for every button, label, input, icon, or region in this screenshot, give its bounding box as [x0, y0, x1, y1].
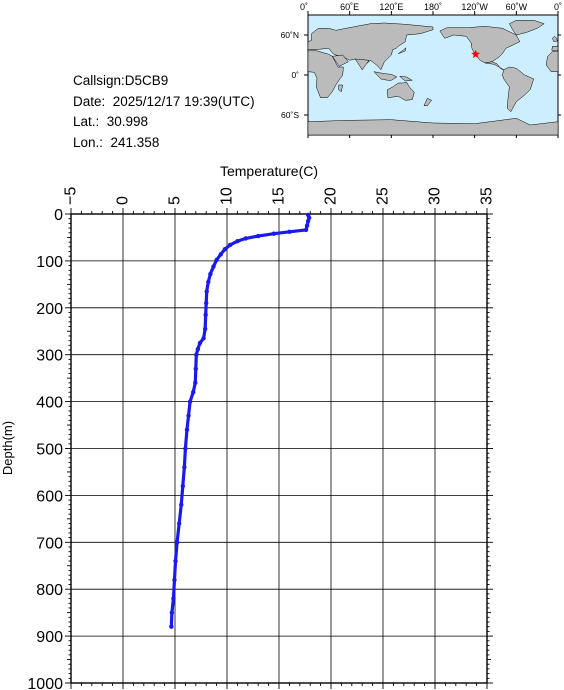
map-latitude-label: 60˚S — [281, 110, 299, 120]
profile-data-point — [172, 577, 177, 583]
arabia-land — [331, 54, 349, 67]
profile-data-point — [173, 558, 178, 564]
eurasia-land — [307, 22, 434, 71]
profile-data-point — [218, 252, 223, 257]
map-latitude-label: 0˚ — [291, 70, 299, 80]
longitude-text: Lon.: 241.358 — [73, 135, 160, 150]
map-latitude-label: 60˚N — [281, 30, 299, 40]
x-tick-label: 5 — [167, 196, 184, 205]
x-tick-label: 25 — [375, 187, 392, 205]
profile-data-point — [183, 446, 188, 451]
map-longitude-label: 180˚ — [424, 2, 442, 12]
profile-data-point — [256, 233, 261, 239]
profile-data-point — [243, 236, 248, 241]
australia-land — [386, 82, 415, 101]
profile-data-point — [169, 624, 174, 629]
y-tick-label: 700 — [36, 535, 63, 552]
callsign-text: Callsign:D5CB9 — [73, 73, 169, 88]
x-tick-label: −5 — [63, 187, 80, 205]
y-tick-label: 800 — [36, 582, 63, 599]
south-america-land — [502, 66, 535, 113]
temperature-profile-line — [169, 213, 311, 629]
profile-data-point — [176, 521, 182, 526]
profile-data-point — [197, 340, 203, 346]
map-longitude-label: 0˚ — [300, 2, 308, 12]
x-tick-label: 35 — [479, 187, 496, 205]
x-axis-label: Temperature(C) — [220, 163, 318, 179]
profile-data-point — [202, 326, 208, 332]
profile-data-point — [191, 390, 196, 395]
map-longitude-label: 60˚W — [506, 2, 528, 12]
location-marker-icon — [471, 49, 481, 59]
map-longitude-label: 120˚W — [461, 2, 488, 12]
profile-data-point — [287, 229, 292, 235]
north-america-land — [439, 26, 521, 64]
profile-data-point — [222, 246, 228, 252]
profile-data-point — [187, 399, 193, 404]
west-africa-land — [545, 50, 559, 72]
profile-data-point — [203, 312, 208, 318]
y-tick-label: 600 — [36, 488, 63, 505]
map-longitude-label: 0˚ — [554, 2, 562, 12]
profile-data-point — [303, 227, 309, 233]
profile-data-point — [305, 218, 311, 224]
x-tick-label: 15 — [271, 187, 288, 205]
new-guinea-land — [398, 75, 413, 82]
y-tick-label: 900 — [36, 629, 63, 646]
profile-data-point — [211, 264, 216, 269]
y-tick-label: 200 — [36, 301, 63, 318]
profile-data-point — [214, 257, 219, 263]
japan-land — [398, 46, 407, 54]
profile-data-point — [195, 346, 201, 352]
profile-data-point — [180, 483, 185, 489]
profile-data-point — [235, 239, 240, 244]
profile-data-point — [182, 465, 187, 470]
y-tick-label: 0 — [54, 207, 63, 224]
profile-data-point — [193, 366, 198, 371]
y-axis-label: Depth(m) — [0, 421, 15, 475]
location-map: 0˚ 60˚E 120˚E 180˚ 120˚W 60˚W 0˚ 60˚N 0˚ 60˚S — [281, 2, 562, 138]
uk-land — [552, 35, 558, 42]
x-tick-label: 30 — [427, 187, 444, 205]
map-longitude-label: 120˚E — [379, 2, 403, 12]
profile-data-point — [206, 279, 211, 285]
central-america-land — [485, 61, 504, 70]
date-text: Date: 2025/12/17 19:39(UTC) — [73, 94, 255, 109]
africa-land — [307, 50, 344, 98]
india-land — [354, 58, 370, 71]
x-tick-label: 10 — [219, 187, 236, 205]
spain-land — [551, 46, 559, 52]
x-tick-label: 0 — [115, 196, 132, 205]
latitude-text: Lat.: 30.998 — [73, 114, 149, 129]
profile-data-point — [174, 540, 180, 545]
profile-data-point — [169, 610, 175, 615]
profile-data-point — [186, 413, 191, 418]
x-tick-label: 20 — [323, 187, 340, 205]
greenland-land — [509, 20, 545, 36]
new-zealand-land — [423, 97, 432, 106]
y-tick-label: 500 — [36, 442, 63, 459]
profile-data-point — [204, 289, 209, 294]
profile-data-point — [193, 380, 198, 386]
indonesia-land — [373, 71, 398, 81]
profile-data-point — [227, 242, 233, 248]
madagascar-land — [338, 84, 344, 93]
y-tick-label: 300 — [36, 348, 63, 365]
profile-data-point — [204, 300, 209, 306]
profile-data-point — [179, 502, 184, 507]
profile-data-point — [171, 596, 176, 601]
y-tick-label: 1000 — [27, 676, 63, 690]
y-tick-label: 400 — [36, 395, 63, 412]
y-tick-label: 100 — [36, 254, 63, 271]
profile-data-point — [201, 336, 206, 341]
plot-frame — [70, 213, 488, 684]
profile-data-point — [304, 223, 310, 228]
map-longitude-label: 60˚E — [340, 2, 359, 12]
profile-data-point — [208, 271, 213, 277]
profile-data-point — [271, 231, 276, 236]
profile-data-point — [194, 352, 199, 357]
profile-data-point — [184, 427, 190, 432]
